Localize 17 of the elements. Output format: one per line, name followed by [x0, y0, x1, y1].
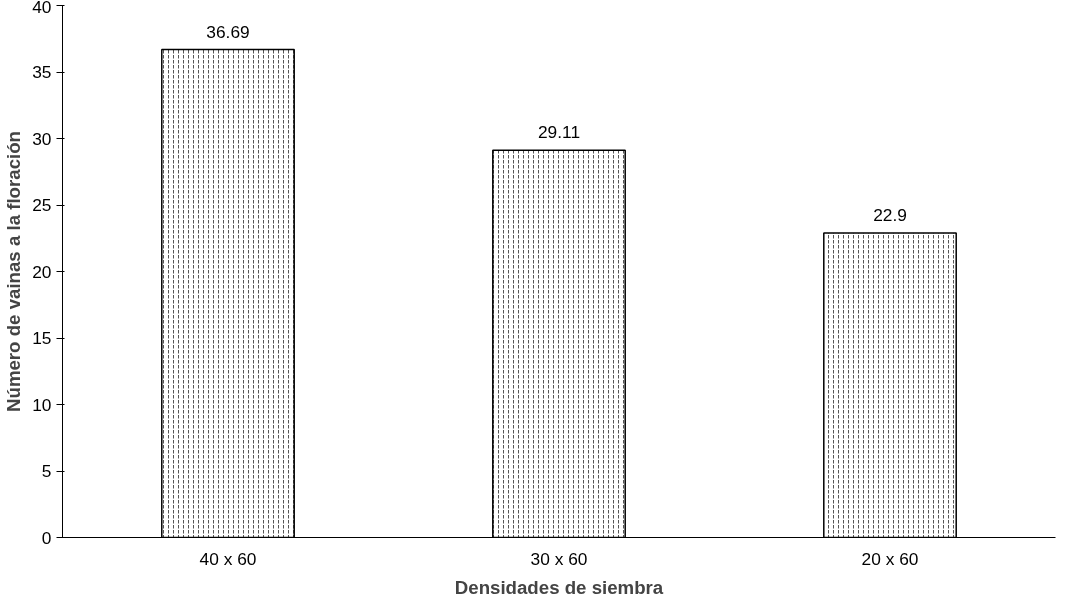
data-label: 36.69	[206, 21, 250, 42]
y-axis-title: Número de vainas a la floración	[3, 131, 25, 412]
y-tick-label: 15	[32, 328, 52, 348]
x-axis-title: Densidades de siembra	[454, 576, 664, 598]
x-tick-label: 20 x 60	[861, 548, 919, 569]
y-tick-label: 25	[32, 195, 52, 215]
y-tick-label: 5	[41, 461, 52, 481]
x-tick-label: 40 x 60	[199, 548, 257, 569]
y-tick-label: 30	[32, 128, 52, 149]
data-label: 22.9	[873, 204, 907, 225]
data-label: 29.11	[537, 122, 581, 143]
y-tick-label: 0	[41, 527, 52, 548]
x-tick-label: 30 x 60	[530, 548, 588, 569]
y-tick-label: 35	[32, 62, 52, 82]
y-tick-label: 10	[32, 394, 52, 415]
y-tick-label: 40	[32, 0, 52, 17]
y-tick-label: 20	[32, 261, 52, 282]
